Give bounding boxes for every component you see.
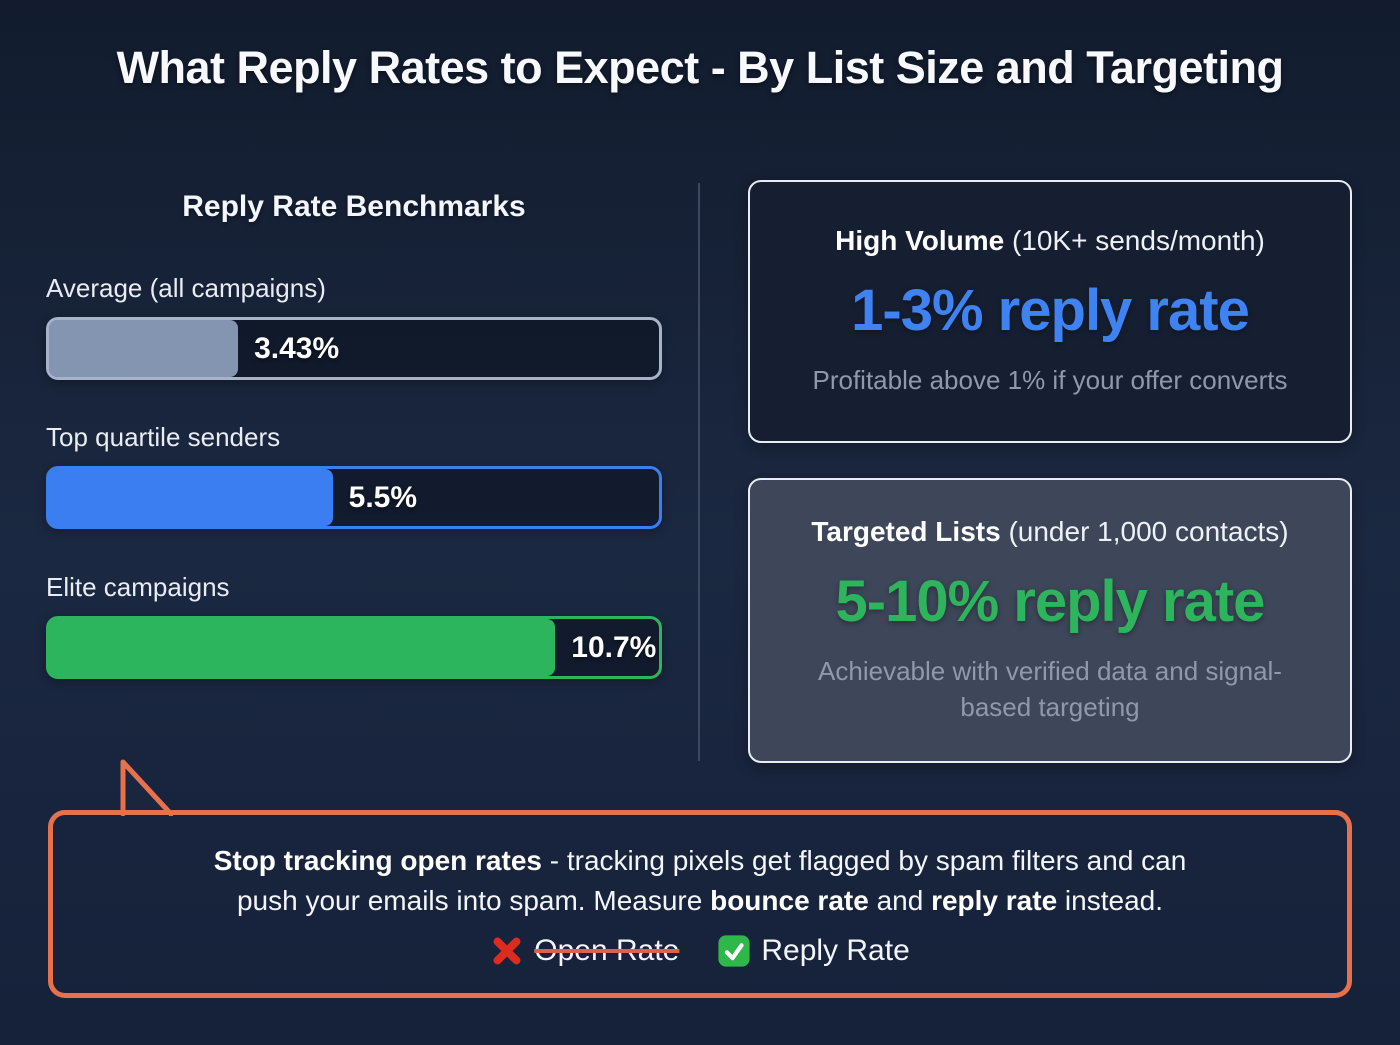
callout-regular-text: and	[868, 884, 932, 916]
bar-track: 3.43%	[46, 317, 662, 380]
bar-fill	[49, 619, 556, 676]
card-title-rest: (10K+ sends/month)	[1004, 225, 1265, 256]
callout-tail	[120, 759, 174, 816]
callout-bold-text: bounce rate	[710, 884, 869, 916]
bar-track: 5.5%	[46, 466, 662, 529]
bar-group-elite: Elite campaigns 10.7%	[46, 571, 662, 679]
bar-fill	[49, 320, 239, 377]
card-title-bold: High Volume	[835, 225, 1005, 256]
card-title: High Volume (10K+ sends/month)	[835, 225, 1265, 257]
callout-text-line-2: push your emails into spam. Measure boun…	[237, 881, 1163, 921]
callout-regular-text: instead.	[1057, 884, 1164, 916]
benchmarks-heading: Reply Rate Benchmarks	[182, 190, 526, 223]
bar-group-top-quartile: Top quartile senders 5.5%	[46, 421, 662, 529]
callout-text-line-1: Stop tracking open rates - tracking pixe…	[214, 841, 1187, 881]
card-note: Achievable with verified data and signal…	[818, 656, 1282, 722]
callout-box: Stop tracking open rates - tracking pixe…	[48, 810, 1352, 998]
callout-regular-text: push your emails into spam. Measure	[236, 884, 711, 916]
bar-label: Elite campaigns	[46, 572, 230, 602]
check-mark-icon	[717, 934, 751, 968]
bar-fill	[49, 469, 333, 526]
callout-regular-text: - tracking pixels get flagged by spam fi…	[541, 844, 1187, 876]
bar-group-average: Average (all campaigns) 3.43%	[46, 272, 662, 380]
card-headline: 5-10% reply rate	[835, 569, 1266, 634]
cross-mark-icon	[490, 934, 524, 968]
bar-value: 10.7%	[571, 630, 657, 664]
card-targeted-lists: Targeted Lists (under 1,000 contacts) 5-…	[748, 478, 1352, 763]
section-divider	[698, 183, 700, 761]
metric-badges-row: Open Rate Reply Rate	[490, 934, 910, 968]
accepted-metric-label: Reply Rate	[761, 933, 910, 967]
card-headline: 1-3% reply rate	[851, 278, 1250, 343]
callout-bold-text: Stop tracking open rates	[213, 844, 542, 876]
bar-label: Top quartile senders	[46, 422, 281, 452]
callout-bold-text: reply rate	[931, 884, 1058, 916]
bar-label: Average (all campaigns)	[46, 273, 326, 303]
rejected-metric-label: Open Rate	[534, 933, 680, 967]
card-title-rest: (under 1,000 contacts)	[1000, 516, 1289, 547]
bar-value: 5.5%	[348, 480, 418, 514]
card-note: Profitable above 1% if your offer conver…	[812, 365, 1288, 395]
card-title-bold: Targeted Lists	[811, 516, 1001, 547]
bar-track: 10.7%	[46, 616, 662, 679]
card-high-volume: High Volume (10K+ sends/month) 1-3% repl…	[748, 180, 1352, 443]
card-title: Targeted Lists (under 1,000 contacts)	[811, 516, 1288, 548]
page-title: What Reply Rates to Expect - By List Siz…	[116, 42, 1284, 93]
bar-value: 3.43%	[254, 331, 340, 365]
